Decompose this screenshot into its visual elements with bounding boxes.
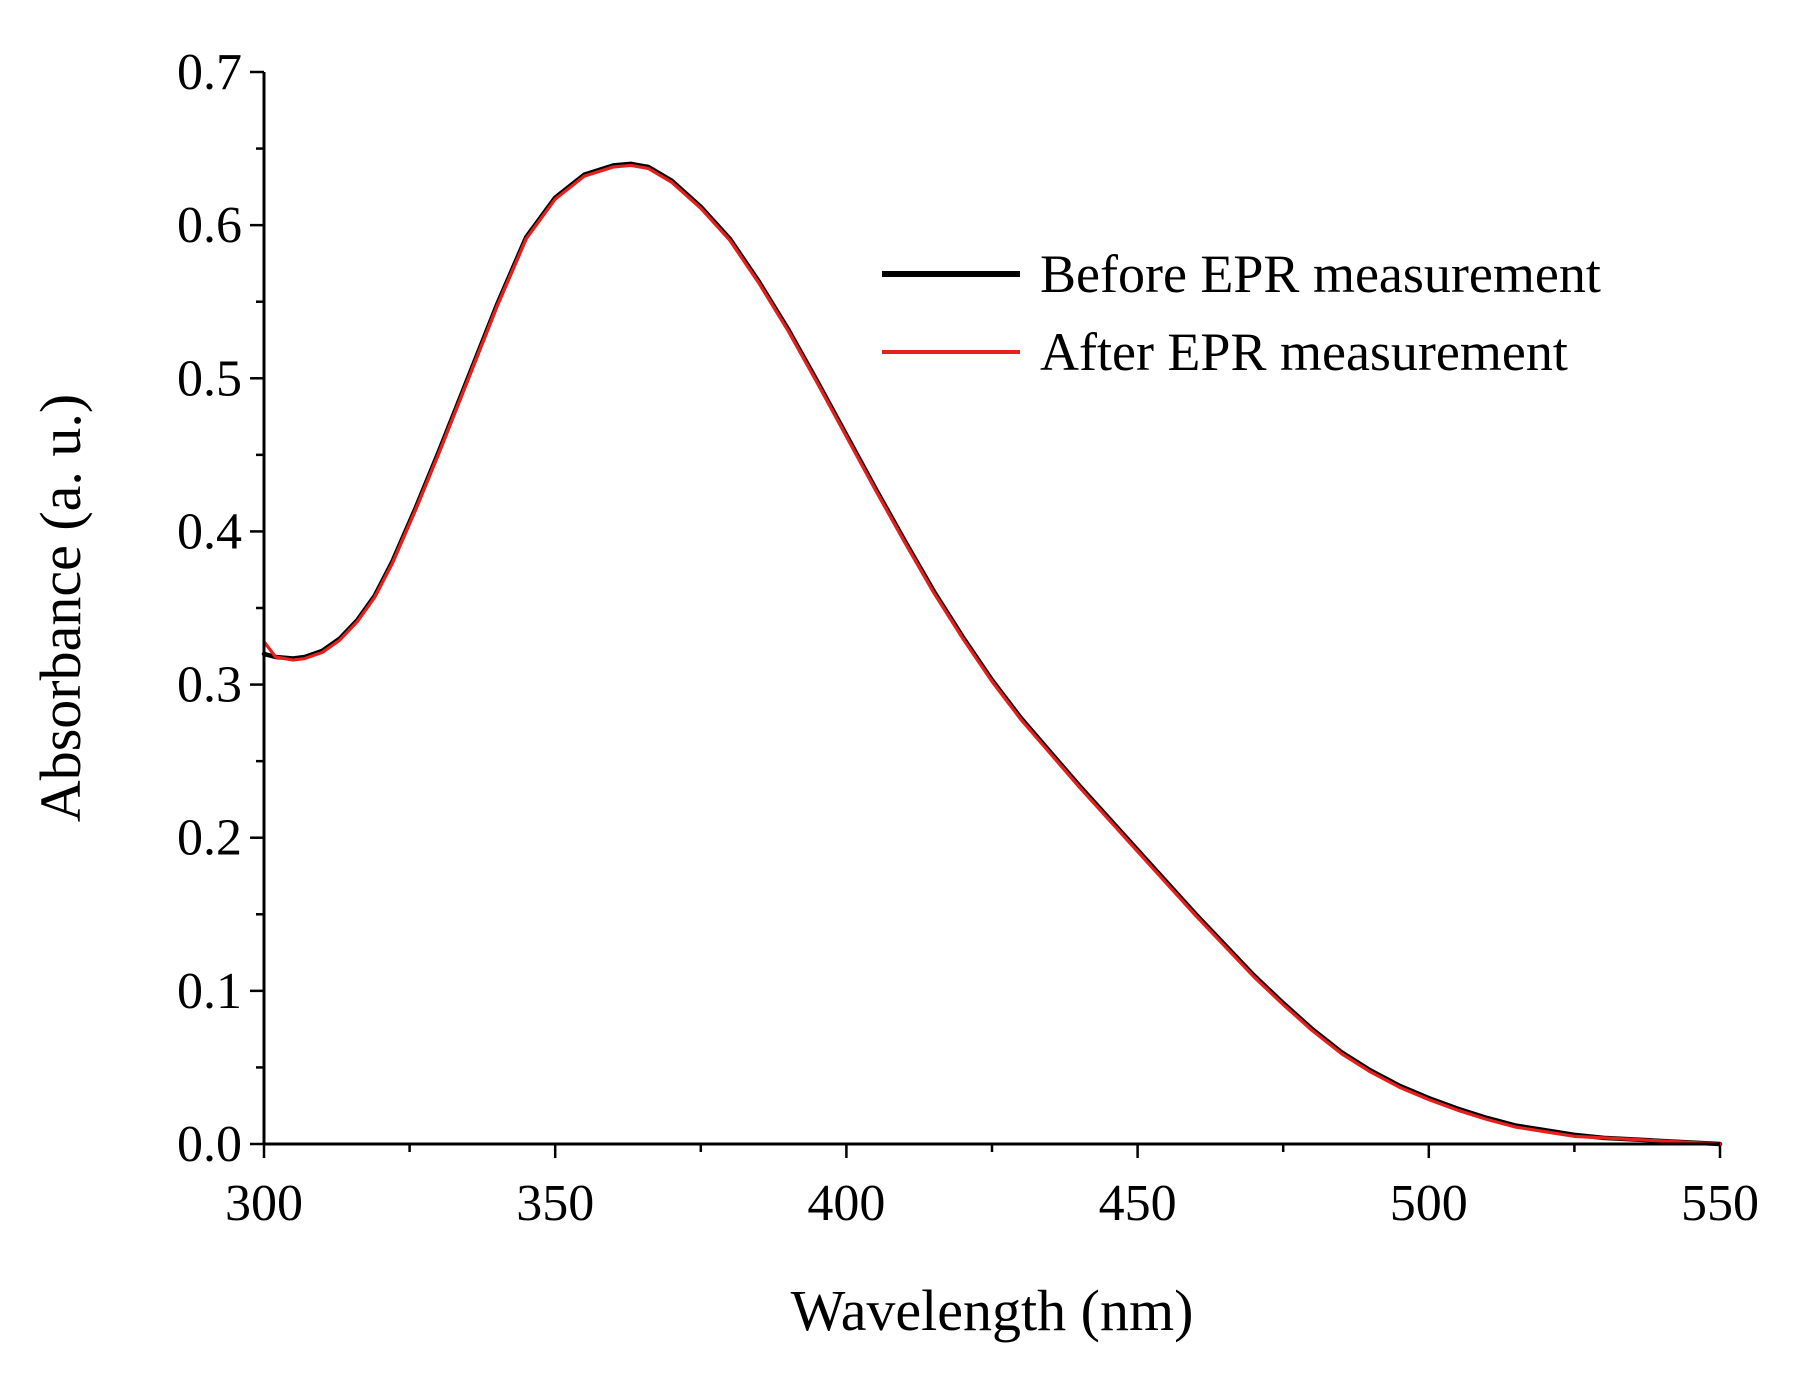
x-tick-label: 500 (1390, 1175, 1468, 1232)
y-tick-label: 0.5 (177, 350, 242, 407)
y-tick-label: 0.7 (177, 44, 242, 101)
tick-labels-layer: 300 350 400 450 500 550 0.0 0.1 0.2 0.3 0.4 0.5 0.6 0… (177, 44, 1759, 1232)
x-tick-label: 450 (1099, 1175, 1177, 1232)
x-tick-label: 400 (807, 1175, 885, 1232)
y-tick-label: 0.3 (177, 657, 242, 714)
x-tick-label: 550 (1681, 1175, 1759, 1232)
y-tick-label: 0.2 (177, 810, 242, 867)
y-tick-label: 0.6 (177, 197, 242, 254)
series-layer (261, 161, 1723, 1147)
y-tick-label: 0.0 (177, 1116, 242, 1173)
x-tick-label: 300 (225, 1175, 303, 1232)
series-line-after (262, 163, 1722, 1146)
legend-label-after: After EPR measurement (1040, 322, 1568, 382)
ticks-layer (250, 70, 1722, 1158)
y-tick-label: 0.4 (177, 503, 242, 560)
legend: Before EPR measurement After EPR measure… (882, 244, 1601, 382)
legend-label-before: Before EPR measurement (1040, 244, 1601, 304)
y-axis-title: Absorbance (a. u.) (28, 394, 93, 822)
x-axis-title: Wavelength (nm) (791, 1278, 1194, 1343)
y-tick-label: 0.1 (177, 963, 242, 1020)
series-line-before (261, 161, 1723, 1147)
x-tick-label: 350 (516, 1175, 594, 1232)
